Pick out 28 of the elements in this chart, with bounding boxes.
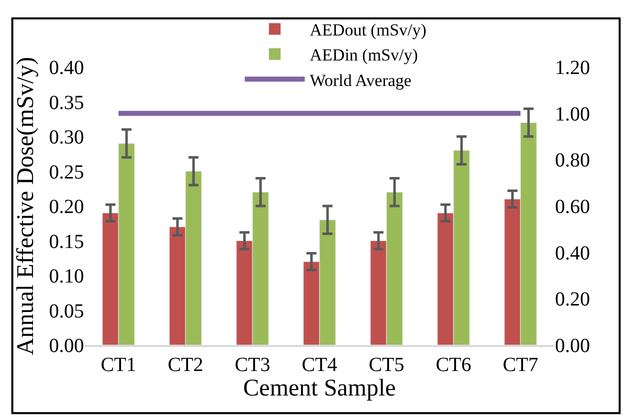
- x-axis-title: Cement Sample: [243, 376, 396, 402]
- y2-tick-label: 0.40: [555, 242, 590, 264]
- y-tick-label: 0.05: [49, 300, 84, 322]
- x-tick-label: CT4: [302, 354, 338, 376]
- legend-label: AEDout (mSv/y): [310, 20, 426, 40]
- y-tick-label: 0.15: [49, 230, 84, 253]
- y-tick-label: 0.30: [49, 126, 84, 148]
- legend-label: World Average: [310, 70, 412, 90]
- y2-tick-label: 0.20: [555, 288, 590, 311]
- x-tick-label: CT3: [234, 354, 270, 376]
- x-tick-label: CT5: [368, 354, 404, 376]
- y-tick-label: 0.25: [49, 161, 84, 184]
- y-tick-label: 0.00: [49, 335, 84, 357]
- x-tick-label: CT7: [502, 354, 538, 376]
- x-tick-label: CT2: [168, 354, 204, 376]
- x-tick-label: CT6: [436, 354, 472, 376]
- y-tick-label: 0.20: [49, 196, 84, 218]
- y2-tick-label: 0.60: [555, 196, 590, 218]
- y2-tick-label: 0.00: [555, 335, 590, 357]
- y2-tick-label: 0.80: [555, 150, 590, 172]
- legend-label: AEDin (mSv/y): [310, 46, 418, 65]
- y-tick-label: 0.10: [49, 266, 84, 288]
- y2-tick-label: 1.00: [555, 103, 590, 126]
- x-tick-label: CT1: [100, 354, 136, 376]
- y-tick-label: 0.35: [49, 92, 84, 114]
- y2-tick-label: 1.20: [555, 57, 590, 79]
- y-axis-title: Annual Effective Dose(mSv/y): [13, 56, 40, 356]
- y-tick-label: 0.40: [49, 57, 84, 79]
